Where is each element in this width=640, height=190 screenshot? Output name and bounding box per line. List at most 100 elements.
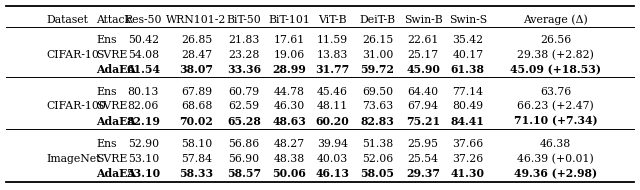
Text: 11.59: 11.59	[317, 35, 348, 45]
Text: 31.00: 31.00	[362, 50, 394, 60]
Text: 52.90: 52.90	[128, 139, 159, 149]
Text: 29.37: 29.37	[406, 168, 440, 179]
Text: 67.94: 67.94	[408, 101, 438, 111]
Text: 80.49: 80.49	[452, 101, 483, 111]
Text: 50.42: 50.42	[128, 35, 159, 45]
Text: 21.83: 21.83	[228, 35, 260, 45]
Text: 82.19: 82.19	[127, 116, 160, 127]
Text: 22.61: 22.61	[407, 35, 439, 45]
Text: CIFAR-100: CIFAR-100	[46, 101, 106, 112]
Text: Ens: Ens	[96, 87, 116, 97]
Text: 25.17: 25.17	[408, 50, 438, 60]
Text: 37.66: 37.66	[452, 139, 483, 149]
Text: Average (Δ): Average (Δ)	[523, 15, 588, 25]
Text: ViT-B: ViT-B	[318, 15, 346, 25]
Text: 26.85: 26.85	[181, 35, 212, 45]
Text: 46.30: 46.30	[274, 101, 305, 111]
Text: 64.40: 64.40	[408, 87, 438, 97]
Text: 69.50: 69.50	[362, 87, 393, 97]
Text: 38.07: 38.07	[179, 64, 214, 75]
Text: 23.28: 23.28	[228, 50, 260, 60]
Text: 40.17: 40.17	[452, 50, 483, 60]
Text: 59.72: 59.72	[360, 64, 395, 75]
Text: 53.10: 53.10	[128, 154, 159, 164]
Text: 75.21: 75.21	[406, 116, 440, 127]
Text: 52.06: 52.06	[362, 154, 393, 164]
Text: Res-50: Res-50	[125, 15, 162, 25]
Text: 82.83: 82.83	[361, 116, 394, 127]
Text: 19.06: 19.06	[274, 50, 305, 60]
Text: WRN101-2: WRN101-2	[166, 15, 227, 25]
Text: 58.57: 58.57	[227, 168, 261, 179]
Text: SVRE: SVRE	[96, 154, 127, 164]
Text: 17.61: 17.61	[274, 35, 305, 45]
Text: 37.26: 37.26	[452, 154, 483, 164]
Text: 58.10: 58.10	[181, 139, 212, 149]
Text: 33.36: 33.36	[227, 64, 261, 75]
Text: 35.42: 35.42	[452, 35, 483, 45]
Text: Dataset: Dataset	[46, 15, 88, 25]
Text: 39.94: 39.94	[317, 139, 348, 149]
Text: AdaEA: AdaEA	[96, 64, 136, 75]
Text: 84.41: 84.41	[451, 116, 484, 127]
Text: 56.86: 56.86	[228, 139, 259, 149]
Text: 26.15: 26.15	[362, 35, 393, 45]
Text: 26.56: 26.56	[540, 35, 571, 45]
Text: BiT-101: BiT-101	[268, 15, 310, 25]
Text: 25.95: 25.95	[408, 139, 438, 149]
Text: 61.54: 61.54	[126, 64, 161, 75]
Text: 48.38: 48.38	[274, 154, 305, 164]
Text: 31.77: 31.77	[315, 64, 349, 75]
Text: 71.10 (+7.34): 71.10 (+7.34)	[514, 116, 597, 127]
Text: 48.63: 48.63	[273, 116, 306, 127]
Text: 50.06: 50.06	[273, 168, 306, 179]
Text: 54.08: 54.08	[128, 50, 159, 60]
Text: 68.68: 68.68	[180, 101, 212, 111]
Text: 28.99: 28.99	[273, 64, 306, 75]
Text: 41.30: 41.30	[451, 168, 485, 179]
Text: 28.47: 28.47	[181, 50, 212, 60]
Text: SVRE: SVRE	[96, 101, 127, 111]
Text: 46.39 (+0.01): 46.39 (+0.01)	[517, 154, 594, 164]
Text: 80.13: 80.13	[127, 87, 159, 97]
Text: 60.20: 60.20	[316, 116, 349, 127]
Text: 48.11: 48.11	[317, 101, 348, 111]
Text: Swin-S: Swin-S	[449, 15, 487, 25]
Text: 45.46: 45.46	[317, 87, 348, 97]
Text: 60.79: 60.79	[228, 87, 259, 97]
Text: 44.78: 44.78	[274, 87, 305, 97]
Text: 62.59: 62.59	[228, 101, 259, 111]
Text: 73.63: 73.63	[362, 101, 393, 111]
Text: Attack: Attack	[96, 15, 131, 25]
Text: 77.14: 77.14	[452, 87, 483, 97]
Text: Swin-B: Swin-B	[404, 15, 442, 25]
Text: 58.05: 58.05	[360, 168, 395, 179]
Text: 56.90: 56.90	[228, 154, 259, 164]
Text: 65.28: 65.28	[227, 116, 260, 127]
Text: AdaEA: AdaEA	[96, 168, 136, 179]
Text: 46.38: 46.38	[540, 139, 571, 149]
Text: 66.23 (+2.47): 66.23 (+2.47)	[517, 101, 594, 112]
Text: 61.38: 61.38	[451, 64, 485, 75]
Text: 45.90: 45.90	[406, 64, 440, 75]
Text: 57.84: 57.84	[181, 154, 212, 164]
Text: BiT-50: BiT-50	[227, 15, 261, 25]
Text: CIFAR-10: CIFAR-10	[46, 50, 99, 60]
Text: 51.38: 51.38	[362, 139, 393, 149]
Text: DeiT-B: DeiT-B	[360, 15, 396, 25]
Text: AdaEA: AdaEA	[96, 116, 136, 127]
Text: 48.27: 48.27	[274, 139, 305, 149]
Text: SVRE: SVRE	[96, 50, 127, 60]
Text: ImageNet: ImageNet	[46, 154, 100, 164]
Text: 58.33: 58.33	[179, 168, 214, 179]
Text: Ens: Ens	[96, 35, 116, 45]
Text: 67.89: 67.89	[181, 87, 212, 97]
Text: 29.38 (+2.82): 29.38 (+2.82)	[517, 50, 594, 60]
Text: Ens: Ens	[96, 139, 116, 149]
Text: 53.10: 53.10	[126, 168, 161, 179]
Text: 63.76: 63.76	[540, 87, 571, 97]
Text: 25.54: 25.54	[408, 154, 438, 164]
Text: 13.83: 13.83	[316, 50, 348, 60]
Text: 40.03: 40.03	[317, 154, 348, 164]
Text: 82.06: 82.06	[127, 101, 159, 111]
